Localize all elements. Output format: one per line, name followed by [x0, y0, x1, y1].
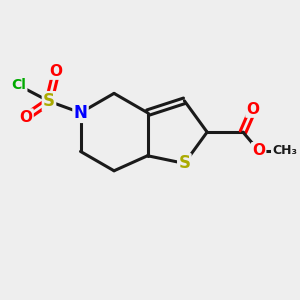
Text: S: S: [178, 154, 190, 172]
Text: N: N: [74, 104, 88, 122]
Text: Cl: Cl: [11, 79, 26, 92]
Text: O: O: [247, 102, 260, 117]
Text: O: O: [252, 143, 265, 158]
Text: O: O: [20, 110, 32, 124]
Text: S: S: [43, 92, 55, 110]
Text: O: O: [50, 64, 63, 79]
Text: CH₃: CH₃: [272, 144, 297, 157]
